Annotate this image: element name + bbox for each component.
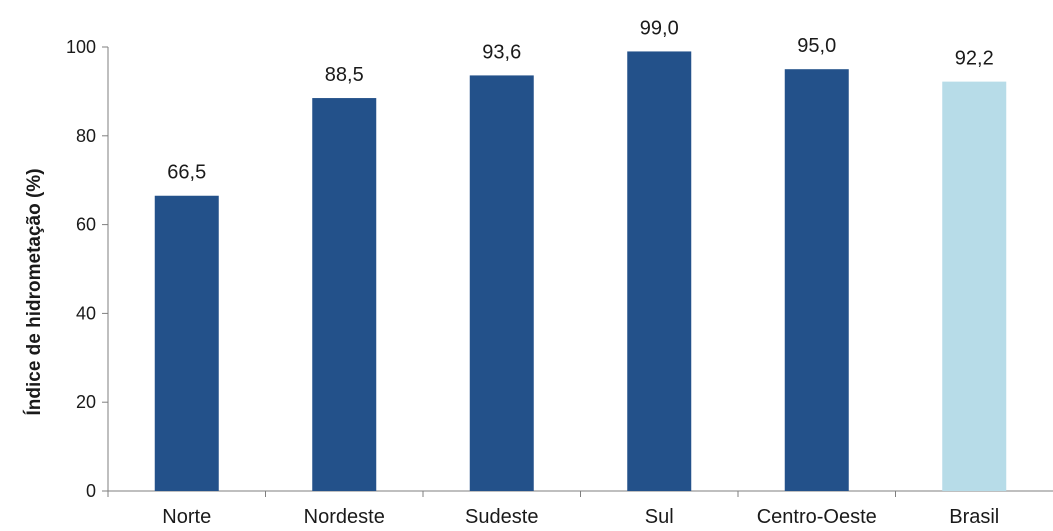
y-tick-label: 100: [66, 37, 96, 57]
bar-brasil: [942, 81, 1007, 491]
data-label: 88,5: [325, 64, 364, 86]
y-axis-title-group: Índice de hidrometação (%): [23, 168, 45, 415]
labels: 66,5 Norte 88,5 Nordeste 93,6 Sudeste 99,0 Sul 9…: [162, 17, 999, 528]
data-label: 99,0: [640, 17, 679, 39]
x-category-label: Centro-Oeste: [757, 506, 877, 528]
bar-centro-oeste: [784, 69, 849, 491]
bar-sul: [627, 51, 692, 491]
bar-sudeste: [469, 75, 534, 491]
data-label: 95,0: [797, 35, 836, 57]
y-tick-label: 40: [76, 303, 96, 323]
axes: 0 20 40 60 80 100: [66, 37, 1053, 501]
y-tick-label: 20: [76, 392, 96, 412]
bars: [154, 51, 1007, 492]
bar-norte: [154, 195, 219, 492]
x-category-label: Sudeste: [465, 506, 538, 528]
data-label: 93,6: [482, 41, 521, 63]
x-category-label: Brasil: [949, 506, 999, 528]
bar-nordeste: [312, 98, 377, 491]
data-label: 66,5: [167, 162, 206, 184]
y-tick-label: 0: [86, 481, 96, 501]
data-label: 92,2: [955, 48, 994, 70]
x-category-label: Norte: [162, 506, 211, 528]
y-tick-label: 80: [76, 126, 96, 146]
y-tick-label: 60: [76, 215, 96, 235]
x-category-label: Nordeste: [304, 506, 385, 528]
x-category-label: Sul: [645, 506, 674, 528]
y-axis-title: Índice de hidrometação (%): [23, 168, 45, 415]
